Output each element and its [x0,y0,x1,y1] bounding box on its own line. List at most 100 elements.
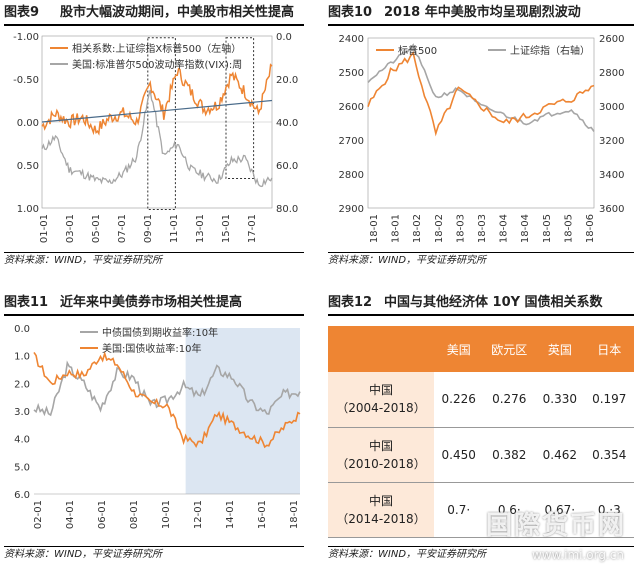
x-tick-label: 03-01 [65,214,76,243]
y-tick-left: 3.0 [14,407,30,418]
row-header: 中国 （2014-2018） [328,482,434,538]
source-note: 资料来源：WIND，平安证券研究所 [328,252,634,269]
y-tick-right: 60.0 [276,161,298,172]
y-tick-left: -1.00 [13,32,39,43]
source-note: 资料来源：WIND，平安证券研究所 [4,252,304,269]
table-cell: 0.450 [434,427,484,483]
y-tick-left: 2400 [339,34,364,45]
y-tick-right: 2800 [599,68,624,79]
y-tick-left: -0.50 [13,75,39,86]
x-tick-label: 18-01 [289,500,300,529]
x-tick-label: 14-01 [225,500,236,529]
series-line-us-bond [33,350,301,449]
x-tick-label: 04-01 [65,500,76,529]
table-cell: 0.382 [483,427,536,483]
table-header-cell: 日本 [584,326,634,372]
chart-9-plot: -1.00 -0.50 0.00 0.50 1.00 0.0 20.0 40.0 60.0 80.… [13,32,298,243]
y-tick-left: 0.50 [17,161,39,172]
y-tick-left: 6.0 [14,490,30,501]
y-tick-left: 2.0 [14,379,30,390]
y-tick-right: 20.0 [276,75,298,86]
table-cell: 0.330 [535,372,585,428]
table-cell: 0.7· [434,482,484,538]
table-cell: 0.226 [434,372,484,428]
x-tick-label: 08-01 [129,500,140,529]
x-tick-label: 18-01 [391,214,402,243]
table-header-cell: 英国 [535,326,585,372]
x-tick-label: 18-03 [455,214,466,243]
x-tick-label: 06-01 [97,500,108,529]
y-tick-right: 2600 [599,34,624,45]
table-cell: 0.197 [584,372,634,428]
table-cell: 0.6· [483,482,536,538]
chart-panel-9: 图表9 股市大幅波动期间，中美股市相关性提高 -1.00 -0.50 0.00 0.50… [4,2,304,270]
y-tick-left: 2800 [339,170,364,181]
x-tick-label: 02-01 [33,500,44,529]
source-note: 资料来源：WIND，平安证券研究所 [4,546,304,563]
y-tick-left: 1.0 [14,352,30,363]
y-tick-left: 0.00 [17,118,39,129]
table-cell: 0.354 [584,427,634,483]
y-tick-right: 80.0 [276,204,298,215]
x-tick-label: 18-01 [369,214,380,243]
x-tick-label: 13-01 [195,214,206,243]
x-tick-label: 18-06 [585,214,596,243]
table-header-cell [328,326,434,372]
table-header-row: 美国 欧元区 英国 日本 [328,326,634,372]
watermark-logo: 国際货币网 [485,511,626,541]
x-tick-label: 18-05 [542,214,553,243]
x-tick-label: 05-01 [91,214,102,243]
chart-title: 图表12 中国与其他经济体 10Y 国债相关系数 [328,292,634,316]
x-tick-label: 17-01 [247,214,258,243]
chart-11-plot: 0.0 1.0 2.0 3.0 4.0 5.0 6.002-01 04-01 06-01 08-0… [14,324,301,529]
row-header: 中国 （2010-2018） [328,427,434,483]
highlight-box [147,37,176,211]
table-cell: 0.462 [535,427,585,483]
table-header-cell: 美国 [434,326,484,372]
chart-panel-12: 图表12 中国与其他经济体 10Y 国债相关系数 美国 欧元区 英国 日本 中国（… [328,292,634,564]
chart-panel-10: 图表10 2018 年中美股市均呈现剧烈波动 2400 2500 2600 2700 28… [328,2,634,270]
x-tick-label: 12-01 [193,500,204,529]
x-tick-label: 18-05 [563,214,574,243]
table-cell: 0.·3 [584,482,634,538]
y-tick-right: 3000 [599,102,624,113]
chart-title: 图表9 股市大幅波动期间，中美股市相关性提高 [4,2,304,26]
series-line-vix [41,89,273,188]
table-row: 中国 （2004-2018） 0.226 0.276 0.330 0.197 [328,372,634,428]
y-tick-left: 2600 [339,102,364,113]
x-tick-label: 18-02 [434,214,445,243]
x-tick-label: 18-04 [499,214,510,243]
x-tick-label: 18-04 [520,214,531,243]
correlation-table: 美国 欧元区 英国 日本 中国 （2004-2018） 0.226 0.276 0… [328,326,634,538]
y-tick-left: 2700 [339,136,364,147]
legend-label: 美国:标准普尔500波动率指数(VIX):周 [72,58,242,71]
y-tick-left: 2900 [339,204,364,215]
table-cell: 0.276 [483,372,536,428]
y-tick-left: 2500 [339,68,364,79]
row-header: 中国 （2004-2018） [328,372,434,428]
x-tick-label: 11-01 [169,214,180,243]
x-tick-label: 18-03 [477,214,488,243]
x-tick-label: 10-01 [161,500,172,529]
legend-label: 上证综指（右轴） [510,44,590,57]
series-line-shanghai [367,43,595,132]
table-header-cell: 欧元区 [483,326,536,372]
legend-label: 中债国债到期收益率:10年 [102,326,218,339]
x-tick-label: 16-01 [257,500,268,529]
chart-10-plot: 2400 2500 2600 2700 2800 2900 2600 2800 3000 3200… [339,34,625,243]
shaded-region [185,328,300,494]
x-tick-label: 15-01 [221,214,232,243]
y-tick-left: 0.0 [14,324,30,335]
series-line-sp500 [367,51,595,137]
trend-line [41,99,273,123]
y-tick-right: 3400 [599,170,624,181]
highlight-box [225,37,255,180]
source-note: 资料来源：WIND，平安证券研究所 [328,546,634,563]
x-tick-label: 07-01 [117,214,128,243]
chart-panel-11: 图表11 近年来中美债券市场相关性提高 0.0 1.0 2.0 3.0 4.0 5.0 6.0… [4,292,304,564]
y-tick-left: 1.00 [17,204,39,215]
chart-title: 图表11 近年来中美债券市场相关性提高 [4,292,304,316]
y-tick-right: 0.0 [276,32,292,43]
plot-frame [367,37,595,209]
table-row: 中国 （2014-2018） 0.7· 0.6· 0.67· 0.·3 [328,482,634,538]
